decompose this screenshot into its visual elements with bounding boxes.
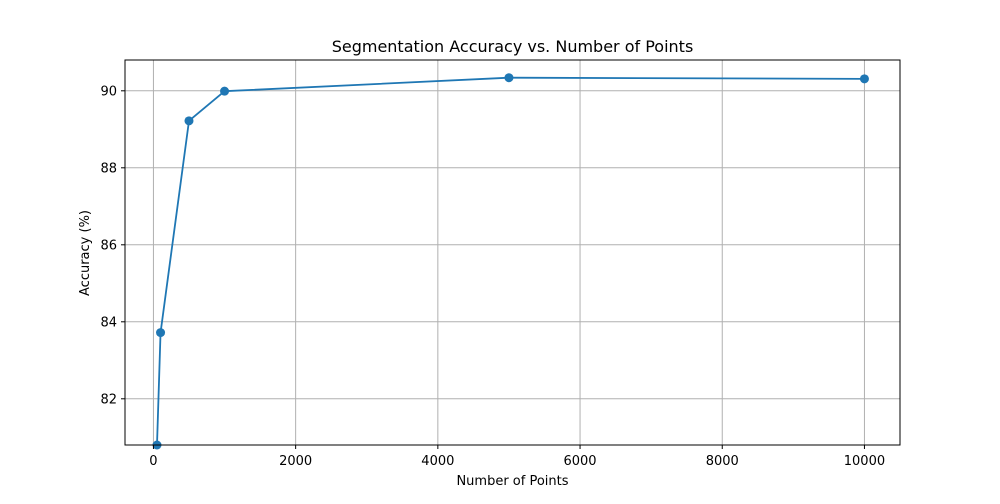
y-tick-label: 84	[100, 315, 117, 330]
data-point	[156, 328, 166, 338]
chart-title: Segmentation Accuracy vs. Number of Poin…	[332, 37, 694, 56]
plot-area-frame	[124, 59, 901, 446]
x-tick-label: 6000	[563, 454, 596, 469]
y-tick-label: 82	[100, 392, 117, 407]
x-axis-label: Number of Points	[456, 474, 568, 489]
axis-ticks: 0 2000 4000 6000 8000 10000 82 84 86 88 90	[100, 84, 885, 469]
y-axis-label: Accuracy (%)	[78, 210, 93, 296]
data-point	[220, 86, 230, 96]
series-layer	[152, 73, 869, 450]
x-tick-label: 0	[149, 454, 157, 469]
series-line	[156, 76, 865, 446]
x-tick-label: 4000	[421, 454, 454, 469]
grid-lines	[125, 60, 900, 445]
y-tick-label: 88	[100, 161, 117, 176]
x-tick-label: 8000	[706, 454, 739, 469]
y-tick-label: 90	[100, 84, 117, 99]
x-tick-label: 2000	[279, 454, 312, 469]
y-tick-label: 86	[100, 238, 117, 253]
data-point	[184, 116, 194, 126]
x-tick-label: 10000	[844, 454, 885, 469]
data-point	[504, 73, 514, 83]
data-point	[859, 74, 869, 84]
